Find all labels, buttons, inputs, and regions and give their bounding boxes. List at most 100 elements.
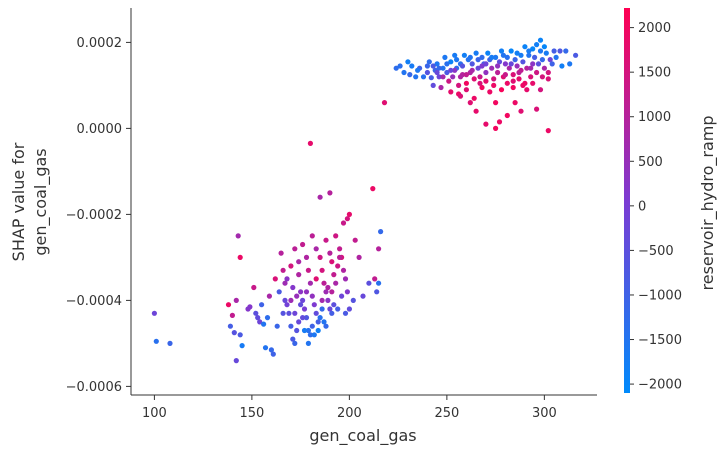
- scatter-point: [510, 72, 516, 78]
- scatter-point: [393, 65, 399, 71]
- scatter-point: [397, 63, 403, 69]
- points-layer: [151, 37, 579, 364]
- scatter-point: [315, 327, 321, 334]
- scatter-point: [504, 54, 510, 61]
- scatter-point: [327, 306, 333, 312]
- colorbar-tick-label: 0: [638, 199, 646, 214]
- scatter-point: [535, 61, 542, 67]
- scatter-point: [487, 89, 493, 95]
- scatter-point: [313, 246, 319, 252]
- scatter-point: [346, 306, 352, 312]
- colorbar-tick-label: 500: [638, 155, 663, 170]
- scatter-point: [282, 280, 288, 286]
- scatter-point: [530, 80, 536, 86]
- scatter-point: [237, 254, 243, 260]
- scatter-point: [479, 54, 485, 61]
- scatter-point: [311, 302, 317, 308]
- scatter-point: [231, 330, 237, 336]
- scatter-point: [264, 315, 271, 321]
- colorbar-tick-label: 2000: [638, 21, 671, 36]
- scatter-point: [311, 332, 317, 338]
- scatter-point: [557, 48, 563, 54]
- colorbar: [624, 8, 630, 393]
- scatter-point: [530, 61, 536, 67]
- scatter-point: [344, 216, 350, 222]
- y-tick-label: 0.0002: [77, 36, 123, 51]
- scatter-point: [514, 50, 520, 56]
- colorbar-tick-label: 1500: [638, 66, 671, 81]
- scatter-point: [255, 315, 261, 321]
- colorbar-tick-label: −1500: [638, 333, 682, 348]
- scatter-point: [545, 76, 551, 82]
- scatter-point: [469, 61, 475, 67]
- scatter-point: [301, 306, 308, 312]
- y-tick-label: −0.0004: [66, 294, 122, 309]
- scatter-point: [500, 52, 506, 58]
- scatter-point: [479, 63, 485, 69]
- scatter-point: [280, 267, 286, 273]
- scatter-point: [475, 65, 481, 71]
- scatter-point: [524, 87, 530, 93]
- scatter-point: [307, 332, 313, 338]
- scatter-point: [294, 293, 300, 299]
- scatter-point: [534, 106, 540, 112]
- scatter-point: [356, 254, 362, 260]
- colorbar-label: reservoir_hydro_ramp: [698, 115, 718, 290]
- scatter-point: [479, 84, 485, 91]
- scatter-point: [307, 280, 313, 286]
- scatter-point: [496, 59, 503, 65]
- scatter-point: [370, 186, 376, 192]
- scatter-point: [319, 267, 325, 273]
- scatter-point: [530, 46, 536, 52]
- scatter-point: [477, 74, 483, 80]
- x-ticks: 100 150 200 250 300: [142, 395, 557, 421]
- scatter-point: [493, 54, 499, 61]
- scatter-point: [547, 57, 553, 63]
- scatter-point: [307, 140, 313, 146]
- scatter-point: [534, 69, 540, 76]
- scatter-point: [309, 233, 315, 239]
- scatter-point: [284, 276, 290, 282]
- scatter-point: [495, 63, 501, 69]
- scatter-point: [292, 246, 298, 252]
- scatter-point: [438, 84, 444, 91]
- scatter-point: [329, 310, 335, 316]
- scatter-point: [352, 237, 358, 243]
- scatter-point: [567, 61, 573, 67]
- scatter-point: [286, 310, 292, 316]
- scatter-point: [167, 340, 173, 346]
- scatter-point: [469, 67, 475, 73]
- scatter-point: [461, 52, 467, 58]
- scatter-point: [537, 87, 544, 93]
- scatter-point: [491, 82, 497, 88]
- scatter-point: [296, 259, 302, 265]
- scatter-point: [335, 306, 341, 312]
- scatter-point: [436, 74, 442, 80]
- scatter-point: [229, 312, 235, 318]
- scatter-point: [323, 237, 329, 243]
- scatter-point: [309, 323, 315, 329]
- scatter-point: [420, 74, 427, 80]
- scatter-point: [545, 128, 551, 134]
- scatter-point: [290, 284, 296, 291]
- x-tick-label: 300: [532, 406, 557, 421]
- scatter-point: [459, 63, 466, 69]
- x-tick-label: 150: [239, 406, 264, 421]
- x-axis-label: gen_coal_gas: [309, 426, 416, 446]
- scatter-point: [262, 345, 269, 351]
- scatter-point: [508, 48, 514, 54]
- scatter-point: [333, 280, 339, 286]
- scatter-point: [301, 327, 308, 334]
- scatter-point: [489, 54, 495, 61]
- y-axis-label-line2: gen_coal_gas: [31, 148, 51, 255]
- scatter-point: [543, 50, 549, 56]
- scatter-point: [510, 78, 516, 84]
- scatter-point: [313, 276, 319, 282]
- scatter-point: [378, 229, 384, 235]
- scatter-point: [522, 44, 528, 50]
- scatter-point: [327, 250, 333, 256]
- scatter-point: [259, 302, 265, 308]
- scatter-point: [319, 306, 325, 312]
- scatter-point: [467, 100, 473, 106]
